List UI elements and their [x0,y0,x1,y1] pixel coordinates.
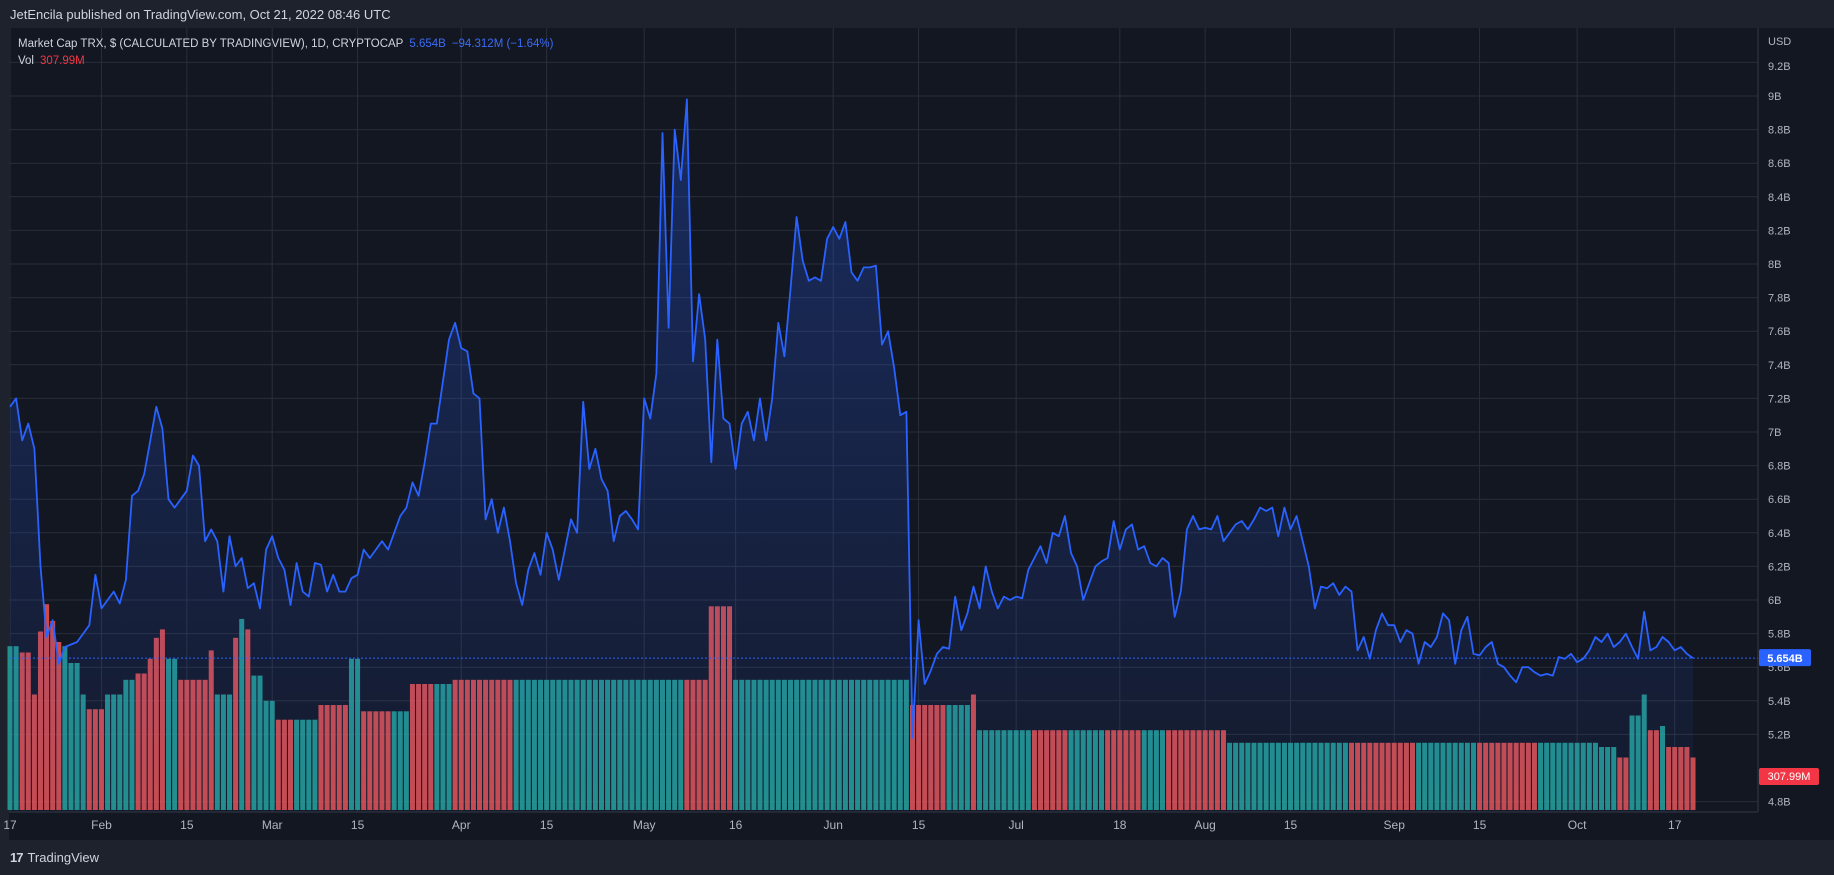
x-tick-label: 15 [1473,818,1487,832]
legend-change: −94.312M (−1.64%) [451,38,554,50]
y-tick-label: 6.4B [1768,528,1791,540]
x-tick-label: May [633,818,656,832]
y-tick-label: 5.2B [1768,729,1791,741]
legend-symbol: Market Cap TRX, $ (CALCULATED BY TRADING… [18,38,404,50]
y-tick-label: 7.2B [1768,393,1791,405]
last-price-box [1759,649,1811,667]
x-axis[interactable]: 17 Feb 15 Mar 15 Apr 15 May 16 Jun 15 Jul 18 Aug 15 Sep… [3,811,1758,832]
x-tick-label: 15 [912,818,926,832]
price-area-fill [10,99,1693,812]
price-line [9,98,1694,739]
published-text: JetEncila published on TradingView.com, … [10,6,391,22]
y-tick-label: 6.2B [1768,561,1791,573]
y-tick-label: 9.2B [1768,61,1791,73]
last-price-label: 5.654B [1767,653,1803,665]
tradingview-mark-icon: 17 [10,850,24,865]
x-tick-label: Mar [262,818,283,832]
y-tick-label: 4.8B [1768,797,1791,809]
y-tick-label: 5.8B [1768,629,1791,641]
y-tick-label: 6.6B [1768,494,1791,506]
last-volume-box [1759,768,1819,785]
x-tick-label: 15 [351,818,365,832]
x-tick-label: 17 [3,818,17,832]
x-tick-label: 15 [180,818,194,832]
legend-volume-row: Vol 307.99M [18,53,553,70]
y-axis[interactable]: USD 9.2B 9B 8.8B 8.6B 8.4B 8.2B 8B 7.8B 7.6B 7.4B 7… [1757,28,1791,812]
last-volume-label: 307.99M [1768,771,1811,783]
y-tick-label: 9B [1768,91,1781,103]
x-tick-label: 16 [729,818,743,832]
y-tick-label: 6.8B [1768,461,1791,473]
y-tick-label: 8.6B [1768,158,1791,170]
x-tick-label: Jul [1008,818,1023,832]
x-tick-label: Jun [824,818,843,832]
x-tick-label: Feb [91,818,112,832]
y-tick-label: 7B [1768,427,1781,439]
y-tick-label: 5.4B [1768,696,1791,708]
y-tick-label: 8.2B [1768,225,1791,237]
legend-vol-label: Vol [18,55,34,67]
y-axis-unit: USD [1768,36,1791,48]
y-tick-label: 6B [1768,595,1781,607]
last-value-labels: 5.654B 307.99M [9,649,1819,785]
x-tick-label: 15 [1284,818,1298,832]
chart-legend[interactable]: Market Cap TRX, $ (CALCULATED BY TRADING… [18,36,553,70]
y-tick-label: 8B [1768,259,1781,271]
grid-lines [9,28,1758,812]
y-tick-label: 7.4B [1768,360,1791,372]
x-tick-label: Aug [1194,818,1215,832]
legend-vol-value: 307.99M [40,55,85,67]
x-tick-label: Oct [1568,818,1587,832]
x-tick-label: 18 [1113,818,1127,832]
y-tick-label: 7.6B [1768,326,1791,338]
x-tick-label: 15 [540,818,554,832]
published-header: JetEncila published on TradingView.com, … [0,0,1834,28]
price-line-path [9,98,1694,739]
legend-symbol-row: Market Cap TRX, $ (CALCULATED BY TRADING… [18,36,553,53]
legend-last-value: 5.654B [409,38,446,50]
footer-bar: 17 TradingView [0,840,1834,875]
y-tick-label: 8.8B [1768,125,1791,137]
y-tick-label: 7.8B [1768,293,1791,305]
tradingview-logo[interactable]: 17 TradingView [10,850,99,865]
tradingview-brand: TradingView [27,850,100,865]
x-tick-label: Apr [452,818,471,832]
price-area [10,99,1693,812]
x-tick-label: 17 [1668,818,1682,832]
y-tick-label: 8.4B [1768,192,1791,204]
x-tick-label: Sep [1384,818,1406,832]
